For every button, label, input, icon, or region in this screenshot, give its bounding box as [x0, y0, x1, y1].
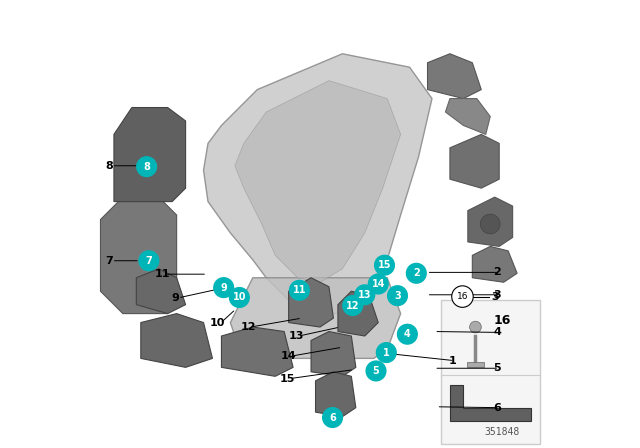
Text: 9: 9 — [172, 293, 180, 303]
Text: 12: 12 — [241, 322, 256, 332]
Polygon shape — [316, 372, 356, 417]
Text: 13: 13 — [289, 331, 305, 341]
Polygon shape — [338, 291, 378, 336]
Text: 12: 12 — [346, 301, 360, 310]
Circle shape — [289, 280, 309, 300]
Text: 5: 5 — [372, 366, 380, 376]
Circle shape — [481, 214, 500, 234]
Text: 3: 3 — [394, 291, 401, 301]
Text: 13: 13 — [358, 290, 372, 300]
Text: 10: 10 — [210, 319, 225, 328]
Polygon shape — [289, 278, 333, 327]
Circle shape — [137, 157, 157, 177]
Text: 1: 1 — [383, 348, 390, 358]
Circle shape — [139, 251, 159, 271]
Circle shape — [452, 286, 473, 307]
Circle shape — [343, 296, 362, 315]
Circle shape — [366, 361, 386, 381]
Circle shape — [214, 278, 234, 297]
Text: 6: 6 — [329, 413, 336, 422]
Circle shape — [323, 408, 342, 427]
Circle shape — [406, 263, 426, 283]
Bar — [467, 362, 484, 367]
Polygon shape — [468, 197, 513, 246]
Circle shape — [388, 286, 408, 306]
Polygon shape — [204, 54, 432, 314]
Polygon shape — [311, 332, 356, 376]
Text: 1: 1 — [448, 356, 456, 366]
Polygon shape — [450, 385, 531, 421]
Polygon shape — [235, 81, 401, 282]
Text: 9: 9 — [220, 283, 227, 293]
Polygon shape — [450, 134, 499, 188]
Polygon shape — [221, 327, 293, 376]
Text: 351848: 351848 — [484, 427, 520, 437]
Polygon shape — [463, 318, 513, 372]
Text: 16: 16 — [457, 292, 468, 301]
Text: 3: 3 — [493, 290, 500, 300]
Text: 4: 4 — [404, 329, 411, 339]
Circle shape — [230, 288, 249, 307]
Text: 8: 8 — [106, 161, 113, 171]
Circle shape — [470, 321, 481, 333]
Text: 5: 5 — [493, 363, 500, 373]
Circle shape — [374, 255, 394, 275]
Text: 14: 14 — [281, 351, 296, 361]
Polygon shape — [136, 269, 186, 314]
Circle shape — [355, 285, 374, 305]
Text: 3: 3 — [492, 292, 499, 302]
Polygon shape — [445, 99, 490, 134]
Polygon shape — [100, 197, 177, 314]
Circle shape — [376, 343, 396, 362]
Polygon shape — [141, 314, 212, 367]
Text: 2: 2 — [493, 267, 501, 277]
Text: 11: 11 — [154, 269, 170, 279]
Text: 2: 2 — [413, 268, 420, 278]
Polygon shape — [114, 108, 186, 202]
Text: 7: 7 — [106, 256, 113, 266]
Text: 11: 11 — [292, 285, 306, 295]
Bar — [441, 300, 540, 444]
Text: 15: 15 — [280, 374, 296, 383]
Text: 14: 14 — [371, 279, 385, 289]
Text: 16: 16 — [493, 314, 511, 327]
Text: 10: 10 — [232, 293, 246, 302]
Polygon shape — [428, 54, 481, 99]
Text: 15: 15 — [378, 260, 391, 270]
Polygon shape — [230, 278, 401, 358]
Circle shape — [397, 324, 417, 344]
Polygon shape — [472, 246, 517, 282]
Text: 6: 6 — [493, 403, 501, 413]
Text: 7: 7 — [145, 256, 152, 266]
Circle shape — [369, 274, 388, 294]
Text: 8: 8 — [143, 162, 150, 172]
Text: 4: 4 — [493, 327, 501, 337]
